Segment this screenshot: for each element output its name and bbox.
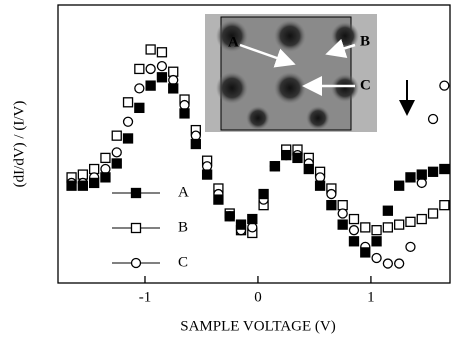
legend-marker — [132, 259, 141, 268]
marker — [361, 223, 370, 232]
y-axis-label: (dI/dV) / (I/V) — [11, 101, 27, 188]
marker — [112, 131, 121, 140]
chart: SAMPLE VOLTAGE (V) (dI/dV) / (I/V) A B C… — [0, 0, 455, 339]
marker — [203, 170, 212, 179]
x-tick-label: -1 — [139, 289, 152, 305]
marker — [429, 167, 438, 176]
marker — [304, 165, 313, 174]
inset: A B C — [205, 14, 377, 132]
marker — [214, 195, 223, 204]
marker — [157, 73, 166, 82]
marker — [112, 159, 121, 168]
marker — [338, 220, 347, 229]
legend-marker — [132, 189, 141, 198]
marker — [395, 220, 404, 229]
marker — [135, 103, 144, 112]
marker — [90, 178, 99, 187]
marker — [101, 165, 110, 174]
marker — [395, 259, 404, 268]
marker — [135, 64, 144, 73]
marker — [349, 237, 358, 246]
marker — [361, 248, 370, 257]
marker — [191, 131, 200, 140]
x-axis-label: SAMPLE VOLTAGE (V) — [180, 318, 335, 334]
marker — [101, 153, 110, 162]
marker — [429, 114, 438, 123]
marker — [327, 190, 336, 199]
marker — [349, 215, 358, 224]
marker — [316, 181, 325, 190]
marker — [101, 173, 110, 182]
marker — [349, 226, 358, 235]
marker — [417, 178, 426, 187]
marker — [191, 140, 200, 149]
marker — [440, 165, 449, 174]
x-tick-label: 0 — [254, 289, 262, 305]
marker — [417, 215, 426, 224]
marker — [248, 215, 257, 224]
marker — [372, 237, 381, 246]
legend-label: B — [178, 219, 188, 235]
marker — [406, 217, 415, 226]
marker — [372, 226, 381, 235]
marker — [169, 76, 178, 85]
marker — [406, 242, 415, 251]
marker — [417, 170, 426, 179]
marker — [180, 109, 189, 118]
marker — [157, 48, 166, 57]
marker — [383, 206, 392, 215]
marker — [383, 223, 392, 232]
x-tick-label: 1 — [367, 289, 375, 305]
marker — [316, 173, 325, 182]
marker — [78, 181, 87, 190]
marker — [78, 170, 87, 179]
legend-marker — [132, 224, 141, 233]
inset-label: A — [228, 34, 239, 50]
marker — [259, 190, 268, 199]
marker — [169, 84, 178, 93]
marker — [372, 253, 381, 262]
marker — [124, 134, 133, 143]
marker — [90, 165, 99, 174]
marker — [440, 201, 449, 210]
marker — [395, 181, 404, 190]
marker — [440, 81, 449, 90]
marker — [429, 209, 438, 218]
marker — [237, 220, 246, 229]
marker — [135, 84, 144, 93]
marker — [112, 148, 121, 157]
inset-label: C — [360, 77, 371, 93]
marker — [180, 101, 189, 110]
marker — [383, 259, 392, 268]
marker — [124, 117, 133, 126]
marker — [124, 98, 133, 107]
marker — [67, 181, 76, 190]
marker — [338, 209, 347, 218]
marker — [282, 151, 291, 160]
marker — [406, 173, 415, 182]
marker — [157, 62, 166, 71]
marker — [293, 153, 302, 162]
marker — [203, 162, 212, 171]
inset-label: B — [360, 33, 370, 49]
legend-label: C — [178, 254, 188, 270]
marker — [146, 64, 155, 73]
legend-label: A — [178, 184, 189, 200]
marker — [146, 81, 155, 90]
marker — [146, 45, 155, 54]
marker — [338, 201, 347, 210]
marker — [327, 201, 336, 210]
marker — [169, 67, 178, 76]
marker — [225, 212, 234, 221]
marker — [270, 162, 279, 171]
marker — [248, 223, 257, 232]
